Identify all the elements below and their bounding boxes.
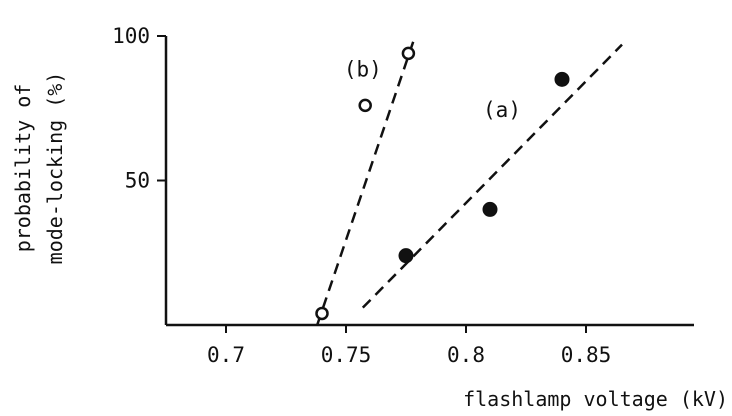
y-axis-title-line-2: mode-locking (%)	[43, 72, 67, 265]
data-point-filled	[398, 248, 414, 264]
data-point-open	[315, 306, 329, 321]
x-tick-label: 0.8	[447, 343, 485, 367]
x-tick-label: 0.85	[561, 343, 612, 367]
series-label-b: (b)	[344, 57, 382, 81]
x-tick-label: 0.7	[207, 343, 245, 367]
data-point-filled	[482, 201, 498, 217]
x-tick-label: 0.75	[321, 343, 372, 367]
y-tick-label: 100	[112, 24, 150, 48]
y-axis-title-line-1: probability of	[11, 84, 35, 253]
data-point-filled	[554, 71, 570, 87]
data-point-open	[401, 46, 416, 61]
x-axis-title: flashlamp voltage (kV)	[463, 387, 728, 411]
y-tick-label: 50	[125, 169, 150, 193]
fit-line-b	[316, 41, 415, 326]
series-label-a: (a)	[483, 98, 521, 122]
data-point-open	[358, 98, 372, 113]
fit-line-a	[361, 43, 623, 309]
